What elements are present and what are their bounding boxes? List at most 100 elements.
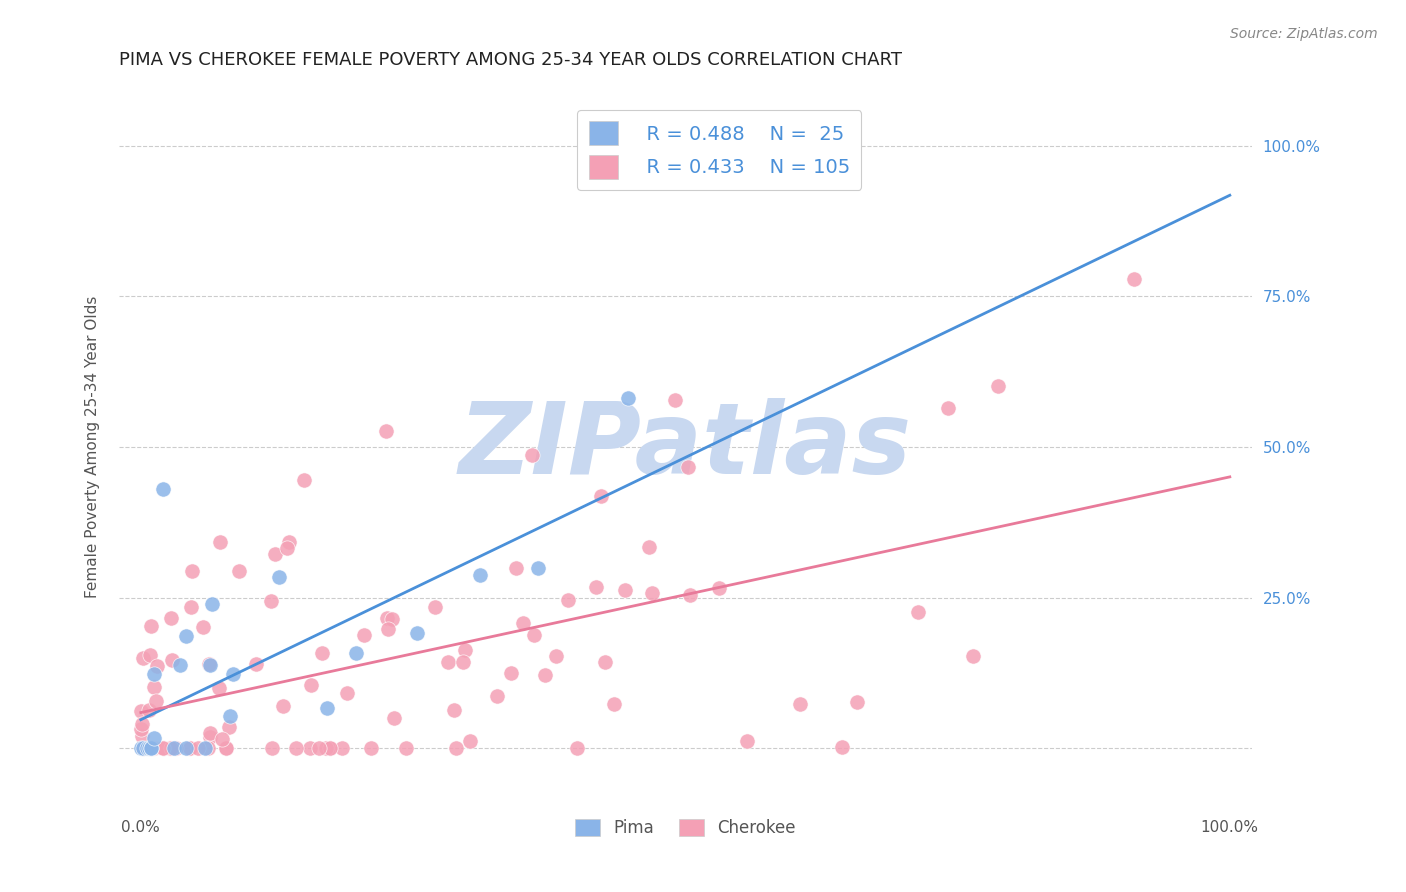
Point: [138, 741, 160, 756]
Point: [353, 628, 375, 642]
Point: [443, 703, 465, 717]
Point: [193, 620, 215, 634]
Point: [139, 618, 162, 632]
Point: [360, 741, 382, 756]
Y-axis label: Female Poverty Among 25-34 Year Olds: Female Poverty Among 25-34 Year Olds: [86, 296, 100, 599]
Point: [505, 560, 527, 574]
Point: [222, 666, 245, 681]
Point: [451, 655, 474, 669]
Point: [153, 741, 176, 756]
Point: [174, 629, 197, 643]
Point: [201, 597, 224, 611]
Point: [143, 731, 166, 745]
Point: [319, 741, 342, 756]
Point: [907, 605, 929, 619]
Point: [141, 741, 163, 756]
Point: [277, 534, 299, 549]
Point: [129, 741, 152, 756]
Point: [460, 734, 482, 748]
Point: [136, 741, 159, 756]
Point: [152, 741, 174, 756]
Point: [179, 741, 201, 756]
Point: [987, 379, 1010, 393]
Point: [215, 741, 238, 756]
Point: [308, 741, 330, 756]
Point: [145, 694, 167, 708]
Point: [641, 585, 664, 599]
Point: [292, 474, 315, 488]
Point: [245, 657, 267, 671]
Point: [523, 628, 546, 642]
Point: [557, 593, 579, 607]
Point: [565, 741, 588, 756]
Point: [132, 741, 155, 756]
Point: [377, 622, 399, 636]
Point: [169, 657, 191, 672]
Point: [382, 711, 405, 725]
Point: [160, 653, 183, 667]
Text: ZIPatlas: ZIPatlas: [458, 399, 912, 495]
Point: [676, 459, 699, 474]
Point: [200, 657, 222, 672]
Point: [737, 734, 759, 748]
Point: [512, 615, 534, 630]
Point: [267, 570, 290, 584]
Point: [381, 612, 404, 626]
Point: [215, 741, 238, 756]
Point: [211, 732, 233, 747]
Point: [962, 649, 984, 664]
Point: [228, 564, 250, 578]
Point: [527, 561, 550, 575]
Point: [344, 646, 367, 660]
Point: [129, 704, 152, 718]
Point: [454, 643, 477, 657]
Point: [437, 655, 460, 669]
Point: [299, 677, 322, 691]
Point: [315, 701, 337, 715]
Point: [152, 741, 174, 756]
Point: [197, 741, 219, 756]
Point: [132, 741, 155, 756]
Point: [593, 655, 616, 669]
Text: Source: ZipAtlas.com: Source: ZipAtlas.com: [1230, 27, 1378, 41]
Point: [200, 730, 222, 744]
Point: [159, 741, 181, 756]
Point: [262, 741, 284, 756]
Point: [276, 541, 298, 555]
Point: [603, 697, 626, 711]
Point: [299, 741, 322, 756]
Point: [160, 611, 183, 625]
Point: [831, 739, 853, 754]
Point: [425, 599, 447, 614]
Point: [194, 741, 217, 756]
Point: [132, 741, 155, 756]
Point: [180, 600, 202, 615]
Point: [789, 697, 811, 711]
Point: [315, 741, 337, 756]
Point: [174, 741, 197, 756]
Point: [142, 680, 165, 694]
Point: [138, 741, 160, 756]
Point: [638, 540, 661, 554]
Point: [1122, 272, 1144, 286]
Point: [198, 657, 221, 671]
Point: [141, 741, 163, 756]
Point: [177, 741, 200, 756]
Point: [585, 580, 607, 594]
Point: [263, 547, 285, 561]
Point: [152, 482, 174, 496]
Point: [485, 690, 508, 704]
Point: [165, 741, 187, 756]
Point: [145, 659, 167, 673]
Point: [679, 589, 702, 603]
Point: [159, 741, 181, 756]
Point: [162, 741, 184, 756]
Point: [375, 611, 398, 625]
Point: [374, 424, 396, 438]
Point: [936, 401, 959, 415]
Point: [520, 448, 543, 462]
Text: PIMA VS CHEROKEE FEMALE POVERTY AMONG 25-34 YEAR OLDS CORRELATION CHART: PIMA VS CHEROKEE FEMALE POVERTY AMONG 25…: [120, 51, 903, 69]
Point: [336, 686, 359, 700]
Point: [132, 651, 155, 665]
Point: [208, 535, 231, 549]
